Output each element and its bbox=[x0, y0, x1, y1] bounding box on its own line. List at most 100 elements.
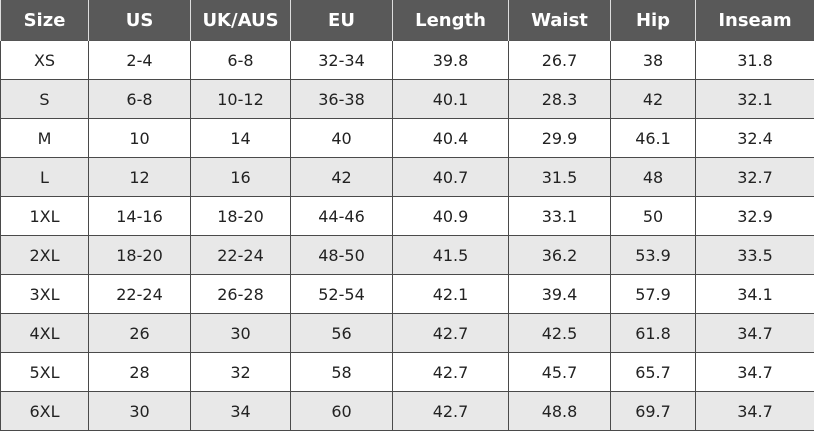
cell-uk-aus: 32 bbox=[190, 352, 291, 392]
column-header-size: Size bbox=[0, 0, 89, 41]
cell-hip: 42 bbox=[610, 79, 696, 119]
cell-us: 10 bbox=[88, 118, 191, 158]
table-row: 3XL 22-24 26-28 52-54 42.1 39.4 57.9 34.1 bbox=[0, 274, 814, 314]
cell-size: 3XL bbox=[0, 274, 89, 314]
table-row: 1XL 14-16 18-20 44-46 40.9 33.1 50 32.9 bbox=[0, 196, 814, 236]
cell-uk-aus: 6-8 bbox=[190, 40, 291, 80]
cell-size: 6XL bbox=[0, 391, 89, 431]
cell-us: 14-16 bbox=[88, 196, 191, 236]
column-header-hip: Hip bbox=[610, 0, 696, 41]
cell-hip: 61.8 bbox=[610, 313, 696, 353]
cell-size: 1XL bbox=[0, 196, 89, 236]
cell-eu: 36-38 bbox=[290, 79, 393, 119]
column-header-us: US bbox=[88, 0, 191, 41]
cell-waist: 26.7 bbox=[508, 40, 611, 80]
cell-us: 12 bbox=[88, 157, 191, 197]
cell-hip: 69.7 bbox=[610, 391, 696, 431]
cell-uk-aus: 26-28 bbox=[190, 274, 291, 314]
cell-eu: 42 bbox=[290, 157, 393, 197]
cell-us: 6-8 bbox=[88, 79, 191, 119]
column-header-eu: EU bbox=[290, 0, 393, 41]
cell-uk-aus: 22-24 bbox=[190, 235, 291, 275]
cell-uk-aus: 14 bbox=[190, 118, 291, 158]
cell-size: S bbox=[0, 79, 89, 119]
cell-inseam: 32.9 bbox=[695, 196, 814, 236]
cell-eu: 48-50 bbox=[290, 235, 393, 275]
table-row: L 12 16 42 40.7 31.5 48 32.7 bbox=[0, 157, 814, 197]
cell-us: 18-20 bbox=[88, 235, 191, 275]
cell-size: 4XL bbox=[0, 313, 89, 353]
table-row: 4XL 26 30 56 42.7 42.5 61.8 34.7 bbox=[0, 313, 814, 353]
cell-inseam: 31.8 bbox=[695, 40, 814, 80]
cell-size: L bbox=[0, 157, 89, 197]
cell-inseam: 33.5 bbox=[695, 235, 814, 275]
cell-us: 28 bbox=[88, 352, 191, 392]
cell-length: 40.4 bbox=[392, 118, 509, 158]
cell-us: 2-4 bbox=[88, 40, 191, 80]
table-row: 2XL 18-20 22-24 48-50 41.5 36.2 53.9 33.5 bbox=[0, 235, 814, 275]
table-row: S 6-8 10-12 36-38 40.1 28.3 42 32.1 bbox=[0, 79, 814, 119]
cell-hip: 65.7 bbox=[610, 352, 696, 392]
cell-eu: 40 bbox=[290, 118, 393, 158]
cell-inseam: 34.7 bbox=[695, 313, 814, 353]
cell-uk-aus: 16 bbox=[190, 157, 291, 197]
cell-us: 22-24 bbox=[88, 274, 191, 314]
cell-waist: 48.8 bbox=[508, 391, 611, 431]
table-row: XS 2-4 6-8 32-34 39.8 26.7 38 31.8 bbox=[0, 40, 814, 80]
column-header-inseam: Inseam bbox=[695, 0, 814, 41]
cell-size: 2XL bbox=[0, 235, 89, 275]
cell-eu: 32-34 bbox=[290, 40, 393, 80]
cell-uk-aus: 34 bbox=[190, 391, 291, 431]
cell-waist: 29.9 bbox=[508, 118, 611, 158]
cell-length: 42.7 bbox=[392, 352, 509, 392]
cell-size: XS bbox=[0, 40, 89, 80]
cell-inseam: 32.4 bbox=[695, 118, 814, 158]
cell-waist: 33.1 bbox=[508, 196, 611, 236]
cell-hip: 38 bbox=[610, 40, 696, 80]
cell-waist: 28.3 bbox=[508, 79, 611, 119]
cell-eu: 52-54 bbox=[290, 274, 393, 314]
cell-hip: 57.9 bbox=[610, 274, 696, 314]
cell-length: 42.7 bbox=[392, 391, 509, 431]
cell-inseam: 32.7 bbox=[695, 157, 814, 197]
cell-length: 41.5 bbox=[392, 235, 509, 275]
cell-waist: 36.2 bbox=[508, 235, 611, 275]
column-header-length: Length bbox=[392, 0, 509, 41]
cell-waist: 31.5 bbox=[508, 157, 611, 197]
cell-length: 40.9 bbox=[392, 196, 509, 236]
cell-uk-aus: 18-20 bbox=[190, 196, 291, 236]
cell-hip: 53.9 bbox=[610, 235, 696, 275]
cell-size: 5XL bbox=[0, 352, 89, 392]
cell-hip: 50 bbox=[610, 196, 696, 236]
cell-waist: 45.7 bbox=[508, 352, 611, 392]
cell-hip: 48 bbox=[610, 157, 696, 197]
cell-size: M bbox=[0, 118, 89, 158]
cell-uk-aus: 10-12 bbox=[190, 79, 291, 119]
cell-length: 42.7 bbox=[392, 313, 509, 353]
cell-inseam: 34.7 bbox=[695, 391, 814, 431]
cell-inseam: 34.7 bbox=[695, 352, 814, 392]
cell-waist: 42.5 bbox=[508, 313, 611, 353]
cell-us: 26 bbox=[88, 313, 191, 353]
header-row: Size US UK/AUS EU Length Waist Hip Inseam bbox=[0, 0, 814, 41]
cell-us: 30 bbox=[88, 391, 191, 431]
cell-inseam: 32.1 bbox=[695, 79, 814, 119]
cell-hip: 46.1 bbox=[610, 118, 696, 158]
cell-eu: 44-46 bbox=[290, 196, 393, 236]
cell-eu: 56 bbox=[290, 313, 393, 353]
cell-uk-aus: 30 bbox=[190, 313, 291, 353]
column-header-uk-aus: UK/AUS bbox=[190, 0, 291, 41]
cell-length: 40.1 bbox=[392, 79, 509, 119]
cell-eu: 60 bbox=[290, 391, 393, 431]
cell-length: 42.1 bbox=[392, 274, 509, 314]
cell-inseam: 34.1 bbox=[695, 274, 814, 314]
cell-length: 39.8 bbox=[392, 40, 509, 80]
table-row: 5XL 28 32 58 42.7 45.7 65.7 34.7 bbox=[0, 352, 814, 392]
table-row: 6XL 30 34 60 42.7 48.8 69.7 34.7 bbox=[0, 391, 814, 431]
cell-length: 40.7 bbox=[392, 157, 509, 197]
column-header-waist: Waist bbox=[508, 0, 611, 41]
cell-eu: 58 bbox=[290, 352, 393, 392]
table-row: M 10 14 40 40.4 29.9 46.1 32.4 bbox=[0, 118, 814, 158]
cell-waist: 39.4 bbox=[508, 274, 611, 314]
